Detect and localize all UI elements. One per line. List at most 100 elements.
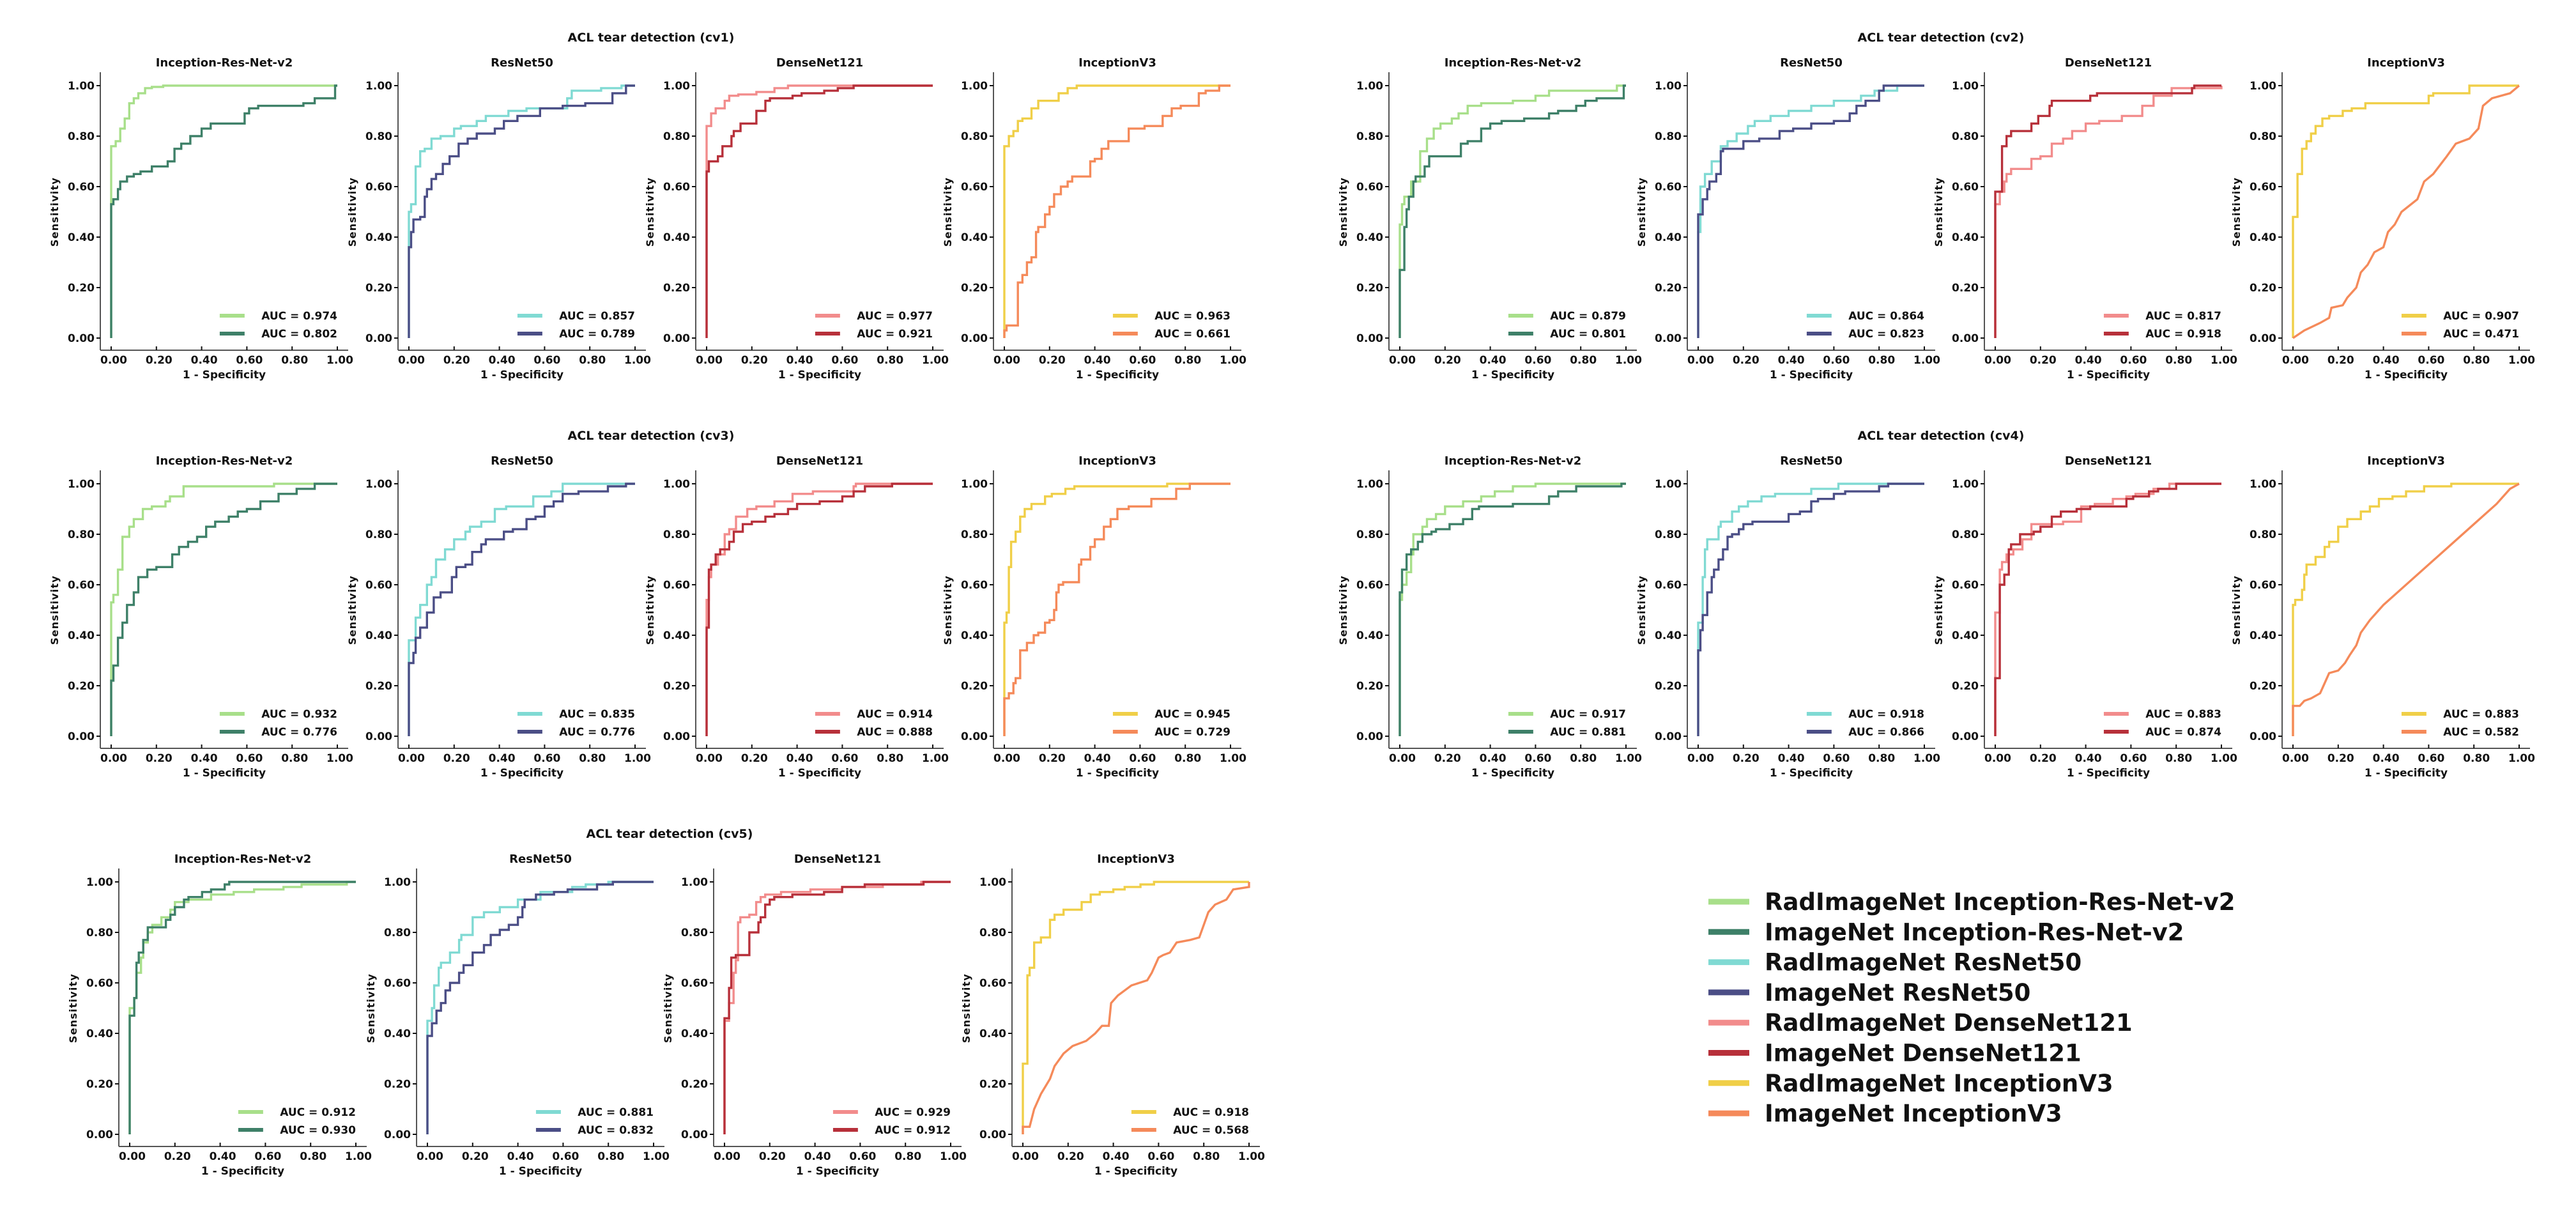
roc-curve-rad_irv2: [1399, 84, 1626, 338]
auc-label: AUC = 0.929: [875, 1106, 951, 1119]
y-tick-label: 0.20: [1356, 680, 1383, 693]
y-tick-label: 1.00: [2250, 478, 2276, 491]
y-tick-label: 0.20: [961, 680, 988, 693]
roc-curve-rad_densenet121: [1994, 482, 2221, 736]
y-axis-label: Sensitivity: [2230, 575, 2242, 645]
x-tick-label: 0.40: [191, 354, 218, 367]
y-axis-label: Sensitivity: [1636, 575, 1648, 645]
roc-curve-img_irv2: [110, 84, 337, 338]
x-tick-label: 0.80: [579, 354, 606, 367]
x-tick-label: 0.40: [210, 1150, 236, 1163]
y-tick-label: 1.00: [1356, 80, 1383, 93]
y-tick-label: 0.40: [1356, 231, 1383, 244]
x-tick-label: 1.00: [1913, 752, 1940, 765]
auc-label: AUC = 0.801: [1550, 328, 1626, 341]
y-tick-label: 1.00: [1655, 478, 1682, 491]
y-tick-label: 1.00: [86, 876, 113, 889]
roc-panel: ResNet50 0.00 0.20 0.40 0.60 0.80 1.00 0.00 0.20…: [1636, 56, 1940, 382]
x-tick-label: 1.00: [643, 1150, 670, 1163]
panel-title: Inception-Res-Net-v2: [156, 454, 293, 468]
x-tick-label: 1.00: [326, 354, 353, 367]
y-tick-label: 0.00: [681, 1129, 708, 1141]
y-axis-label: Sensitivity: [1933, 575, 1945, 645]
auc-label: AUC = 0.907: [2443, 310, 2519, 323]
auc-label: AUC = 0.789: [559, 328, 635, 341]
x-tick-label: 0.00: [417, 1150, 443, 1163]
roc-curve-rad_resnet50: [1697, 482, 1924, 736]
y-tick-label: 0.00: [86, 1129, 113, 1141]
panel-title: ResNet50: [491, 454, 553, 468]
roc-panel: Inception-Res-Net-v2 0.00 0.20 0.40 0.60 0.80…: [67, 853, 372, 1178]
y-tick-label: 1.00: [961, 478, 988, 491]
y-tick-label: 1.00: [663, 478, 690, 491]
x-axis-label: 1 - Specificity: [778, 767, 861, 780]
x-tick-label: 0.80: [877, 752, 903, 765]
y-tick-label: 0.60: [68, 181, 95, 194]
y-tick-label: 0.80: [384, 927, 411, 939]
x-tick-label: 0.80: [1174, 752, 1201, 765]
x-tick-label: 0.00: [714, 1150, 740, 1163]
roc-curve-img_irv2: [1399, 482, 1626, 736]
y-tick-label: 1.00: [1356, 478, 1383, 491]
y-axis-label: Sensitivity: [1337, 575, 1349, 645]
x-tick-label: 1.00: [1238, 1150, 1265, 1163]
y-tick-label: 0.40: [681, 1028, 708, 1040]
panel-title: ResNet50: [1780, 454, 1843, 468]
x-tick-label: 0.00: [696, 752, 723, 765]
x-tick-label: 0.00: [398, 752, 425, 765]
x-tick-label: 0.60: [1823, 752, 1850, 765]
auc-label: AUC = 0.802: [261, 328, 337, 341]
x-tick-label: 1.00: [2211, 354, 2237, 367]
x-axis-label: 1 - Specificity: [480, 369, 564, 382]
x-tick-label: 0.60: [236, 752, 263, 765]
y-tick-label: 0.20: [1356, 282, 1383, 295]
x-tick-label: 1.00: [624, 354, 651, 367]
y-tick-label: 1.00: [365, 478, 392, 491]
x-tick-label: 0.40: [2075, 752, 2102, 765]
y-tick-label: 0.60: [961, 181, 988, 194]
roc-curve-rad_resnet50: [408, 482, 635, 736]
roc-curve-img_irv2: [110, 482, 337, 736]
x-tick-label: 0.60: [552, 1150, 579, 1163]
y-tick-label: 0.80: [365, 130, 392, 143]
panel-title: DenseNet121: [2065, 56, 2152, 70]
roc-curve-rad_irv2: [1399, 482, 1626, 736]
y-tick-label: 1.00: [68, 478, 95, 491]
auc-label: AUC = 0.974: [261, 310, 337, 323]
y-axis-label: Sensitivity: [49, 575, 61, 645]
y-tick-label: 0.40: [663, 629, 690, 642]
roc-curve-rad_inceptionv3: [2292, 482, 2519, 736]
y-tick-label: 0.60: [1655, 579, 1682, 592]
x-tick-label: 0.40: [1084, 354, 1111, 367]
y-tick-label: 0.40: [1655, 231, 1682, 244]
y-tick-label: 0.80: [663, 130, 690, 143]
legend-entry: ImageNet Inception-Res-Net-v2: [1708, 918, 2184, 946]
auc-label: AUC = 0.776: [559, 726, 635, 739]
auc-label: AUC = 0.823: [1848, 328, 1924, 341]
y-tick-label: 1.00: [1952, 478, 1979, 491]
y-tick-label: 0.00: [1952, 730, 1979, 743]
auc-label: AUC = 0.921: [857, 328, 933, 341]
y-tick-label: 0.80: [68, 130, 95, 143]
x-tick-label: 0.40: [804, 1150, 831, 1163]
roc-curve-rad_densenet121: [723, 881, 951, 1134]
x-axis-label: 1 - Specificity: [201, 1165, 284, 1178]
x-tick-label: 0.80: [300, 1150, 326, 1163]
auc-label: AUC = 0.857: [559, 310, 635, 323]
y-axis-label: Sensitivity: [942, 575, 954, 645]
auc-label: AUC = 0.945: [1154, 708, 1230, 721]
x-tick-label: 0.00: [398, 354, 425, 367]
x-tick-label: 0.20: [1434, 354, 1461, 367]
panel-title: Inception-Res-Net-v2: [1445, 454, 1582, 468]
auc-label: AUC = 0.963: [1154, 310, 1230, 323]
y-tick-label: 1.00: [365, 80, 392, 93]
x-axis-label: 1 - Specificity: [1770, 369, 1853, 382]
roc-panel: InceptionV3 0.00 0.20 0.40 0.60 0.80 1.00 0.00 0…: [942, 56, 1246, 382]
roc-panel: Inception-Res-Net-v2 0.00 0.20 0.40 0.60 0.80…: [1337, 56, 1642, 382]
roc-curve-img_inceptionv3: [1003, 84, 1230, 338]
y-axis-label: Sensitivity: [644, 177, 656, 247]
auc-label: AUC = 0.835: [559, 708, 635, 721]
auc-label: AUC = 0.977: [857, 310, 933, 323]
x-tick-label: 0.80: [281, 354, 308, 367]
x-tick-label: 0.40: [1480, 752, 1506, 765]
